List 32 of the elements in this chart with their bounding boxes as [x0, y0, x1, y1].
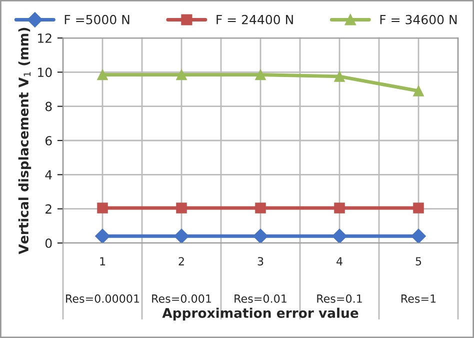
legend-label: F =5000 N: [64, 14, 130, 24]
point: [253, 228, 268, 243]
y-tick-label: 6: [46, 136, 52, 146]
point: [413, 202, 424, 214]
point: [255, 202, 266, 214]
point: [413, 86, 424, 96]
point: [97, 202, 108, 214]
legend-label: F = 34600 N: [380, 14, 457, 24]
category-label: 5 Res=1: [401, 257, 436, 303]
legend-label: F = 24400 N: [216, 14, 293, 24]
category-label: 4 Res=0.1: [317, 257, 362, 303]
point: [411, 228, 426, 243]
point: [176, 202, 187, 214]
category-label: 2 Res=0.001: [152, 257, 211, 303]
point: [334, 71, 345, 82]
point: [95, 228, 110, 243]
point: [334, 202, 345, 214]
y-tick-label: 8: [45, 102, 52, 112]
y-tick-label: 4: [45, 170, 52, 180]
point: [97, 69, 108, 80]
point: [174, 228, 189, 243]
y-axis-title: Vertical displacement V$_{1}$ (mm): [18, 28, 32, 254]
point: [176, 69, 187, 80]
category-label: 3 Res=0.01: [234, 257, 286, 303]
y-tick-label: 12: [38, 33, 52, 43]
y-tick-label: 0: [45, 238, 52, 248]
y-tick-label: 10: [38, 68, 52, 78]
y-tick-label: 2: [46, 204, 52, 214]
x-axis-title: Approximation error value: [162, 308, 358, 321]
point: [255, 69, 266, 80]
point: [332, 228, 347, 243]
category-label: 1 Res=0.00001: [66, 257, 140, 303]
